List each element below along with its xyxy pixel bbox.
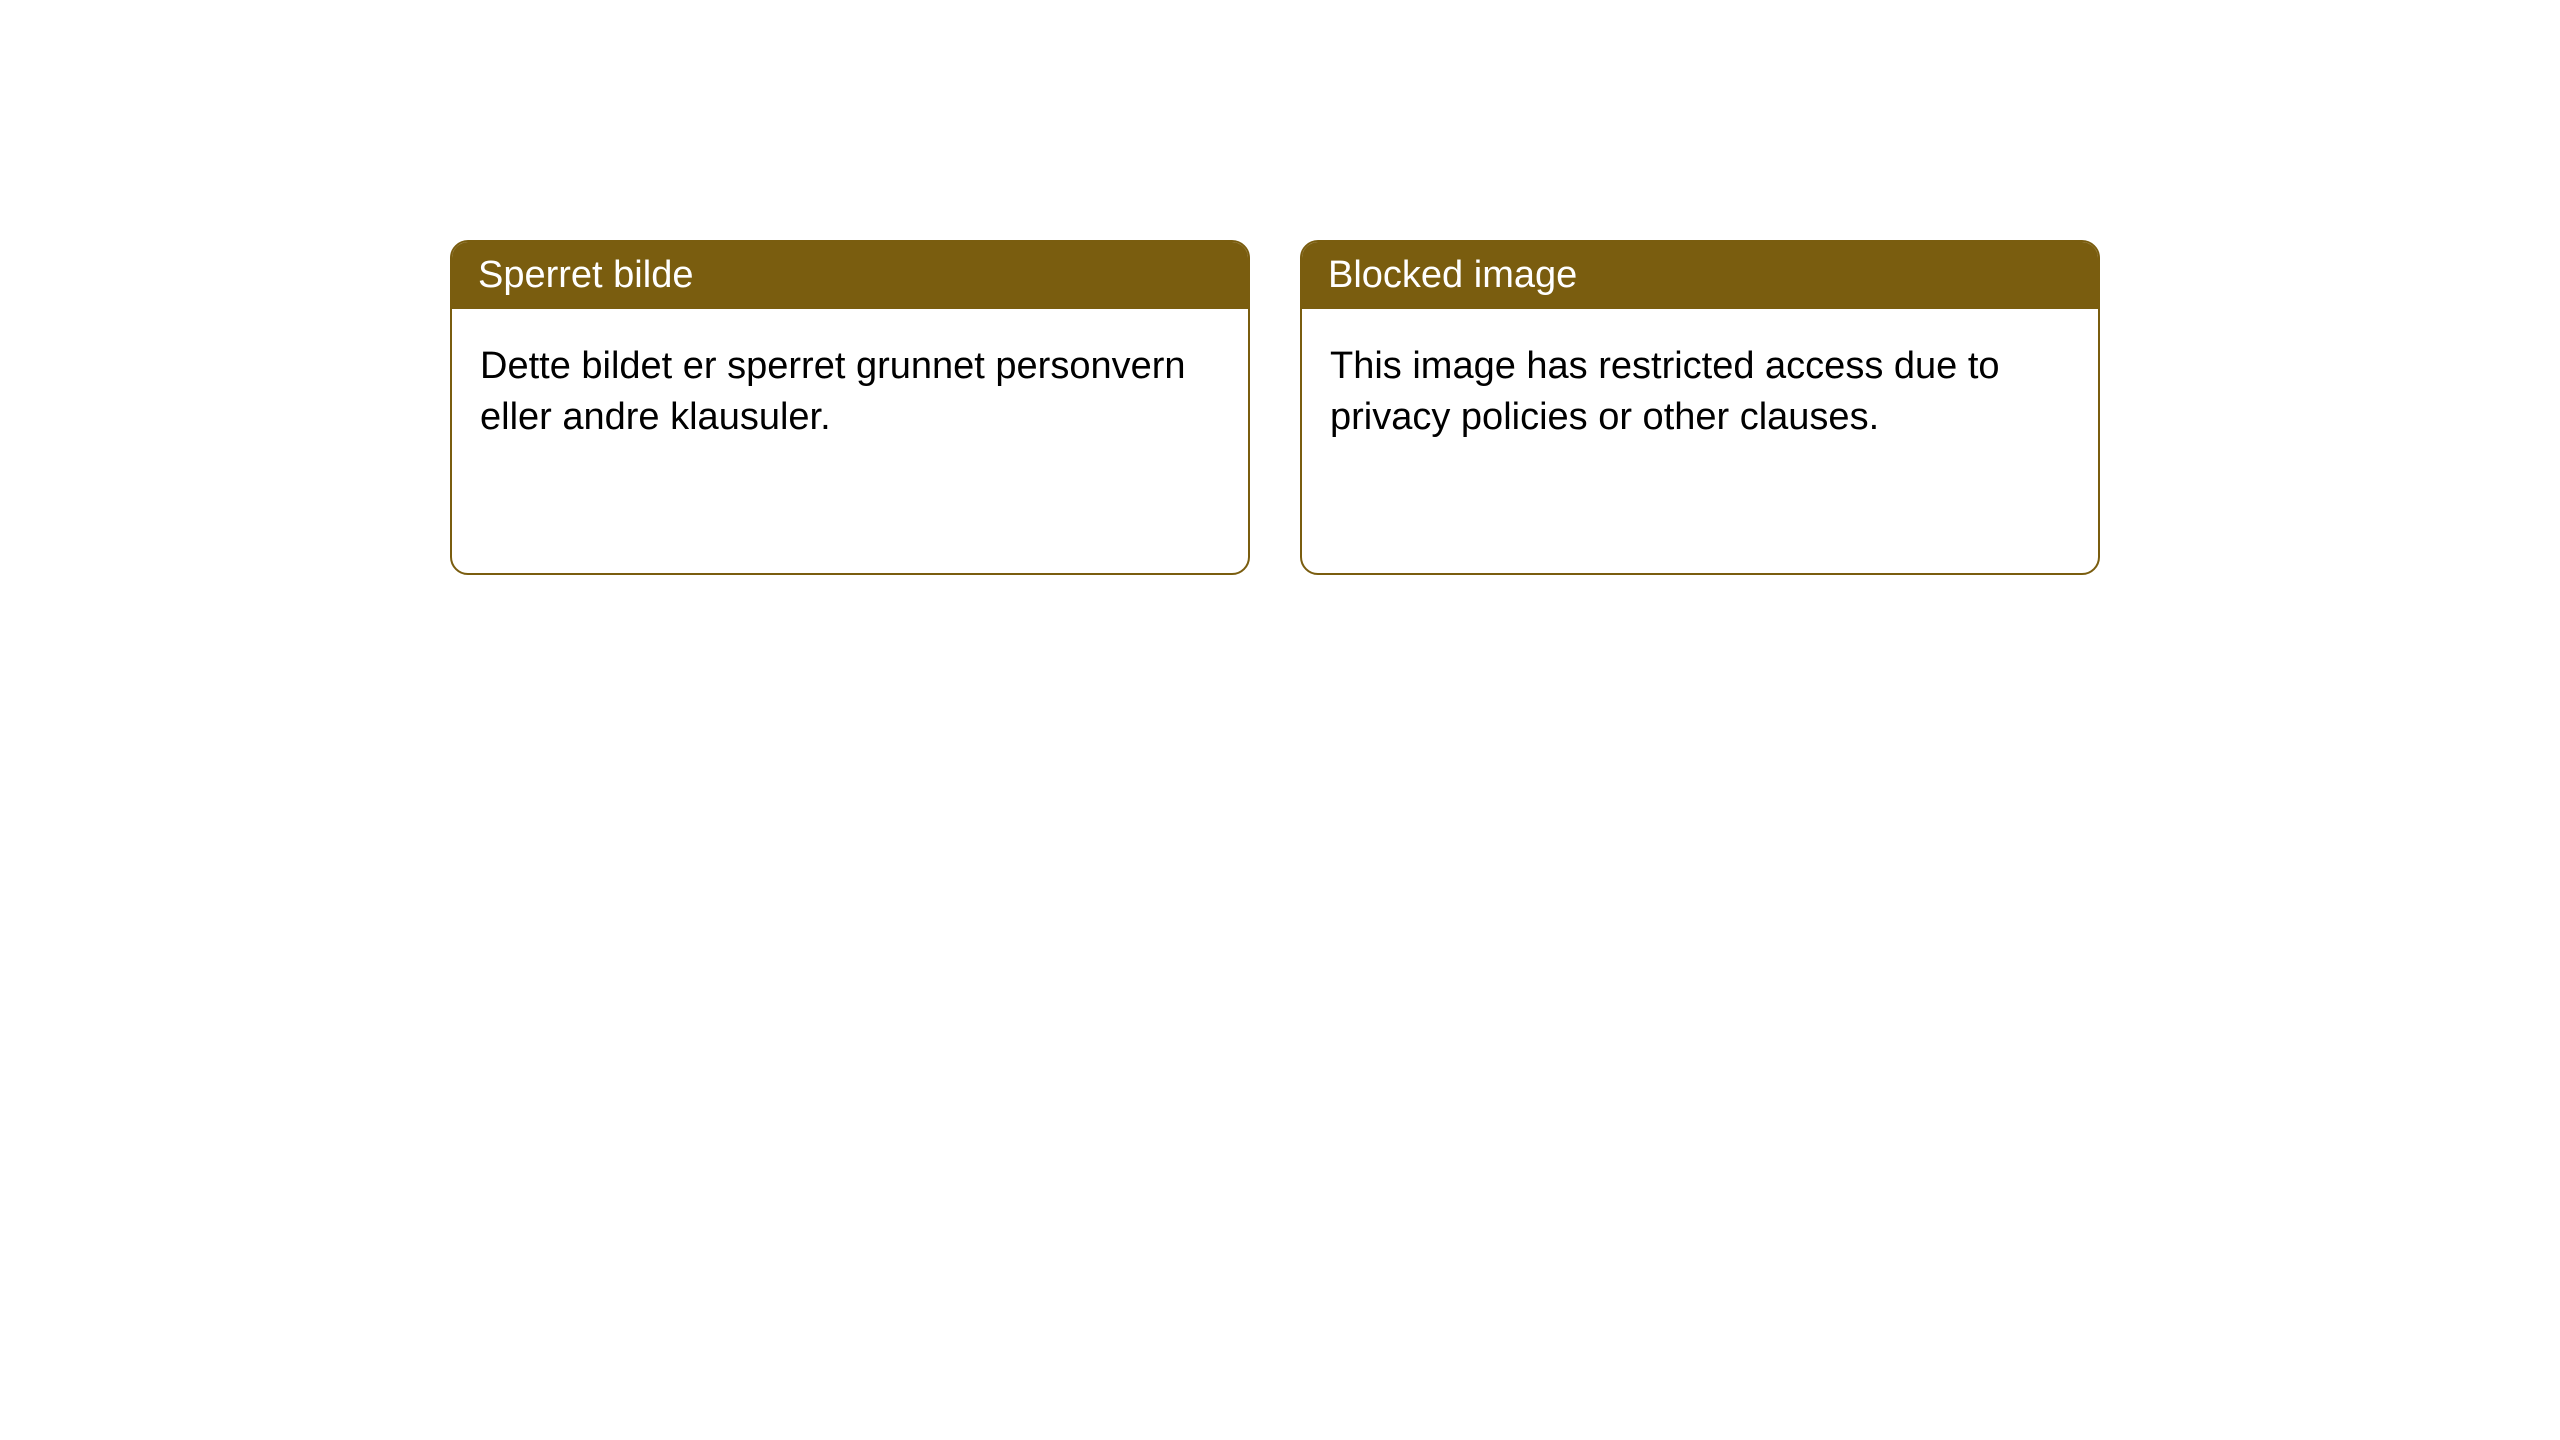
notice-title: Blocked image [1302,242,2098,309]
notice-body: Dette bildet er sperret grunnet personve… [452,309,1248,476]
notice-card-english: Blocked image This image has restricted … [1300,240,2100,575]
notice-title: Sperret bilde [452,242,1248,309]
notice-body: This image has restricted access due to … [1302,309,2098,476]
notice-container: Sperret bilde Dette bildet er sperret gr… [0,0,2560,575]
notice-card-norwegian: Sperret bilde Dette bildet er sperret gr… [450,240,1250,575]
